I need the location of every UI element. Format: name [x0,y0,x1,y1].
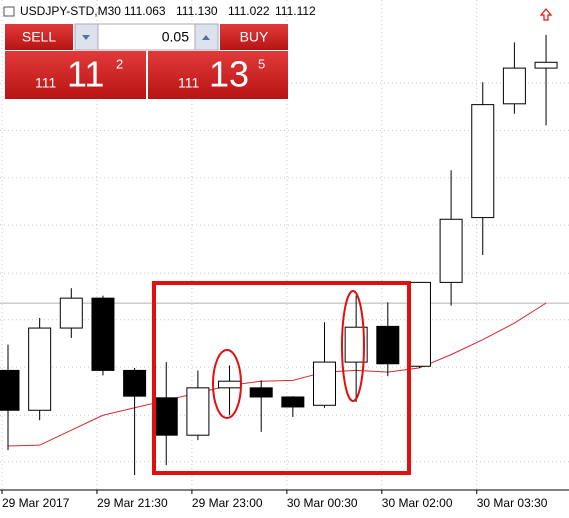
candle-body [91,297,115,371]
candle-body [154,397,178,436]
buy-price-box[interactable] [148,51,288,99]
sell-price-box[interactable] [5,51,146,99]
candle-body [502,67,526,105]
ohlc-open: 111.063 [124,4,166,18]
volume[interactable]: 0.05 [162,29,189,45]
buy-big-figure: 111 [178,75,199,91]
x-tick-label: 29 Mar 2017 [2,496,70,510]
candle-body [376,325,400,365]
sell-pips: 11 [67,54,104,95]
buy-button[interactable] [220,24,288,50]
buy-fraction: 5 [258,56,265,71]
ohlc-close: 111.112 [275,4,316,18]
x-tick-label: 30 Mar 02:00 [382,496,453,510]
sell-fraction: 2 [116,56,123,71]
volume-input[interactable] [97,23,196,51]
highlight-box [152,281,411,475]
highlight-ellipse [212,349,242,419]
candle-body [186,387,210,436]
candle-body [344,326,368,363]
candle-body [218,380,242,389]
sell-big-figure: 111 [35,75,56,91]
ohlc-high: 111.130 [176,4,218,18]
buy-label[interactable]: BUY [240,29,269,45]
candle-body [123,369,147,397]
ohlc-low: 111.022 [228,4,270,18]
sell-button[interactable] [5,24,73,50]
symbol: USDJPY-STD,M30 [20,4,121,18]
trade-arrow-icon[interactable] [539,8,553,21]
candle-body [439,218,463,283]
moving-average [7,302,547,447]
candle-body [281,396,305,408]
buy-pips: 13 [209,54,249,95]
symbol-icon [3,6,15,17]
candle-body [471,104,495,219]
x-tick-label: 30 Mar 03:30 [477,496,548,510]
x-tick-label: 29 Mar 21:30 [97,496,168,510]
candle-body [534,61,558,69]
up-arrow [202,35,210,40]
candle-body [28,327,52,411]
down-arrow [82,35,90,40]
sell-label[interactable]: SELL [22,29,56,45]
x-tick-label: 29 Mar 23:00 [192,496,263,510]
candle-body [313,361,336,406]
candle-body [249,387,273,398]
one-click-panel: SELL 0.05 BUY 111 11 2 111 13 5 [5,23,288,99]
candle-body [59,297,83,329]
highlight-ellipse [341,290,365,402]
candle-body [0,369,20,411]
candle-body [407,281,431,367]
x-tick-label: 30 Mar 00:30 [287,496,358,510]
